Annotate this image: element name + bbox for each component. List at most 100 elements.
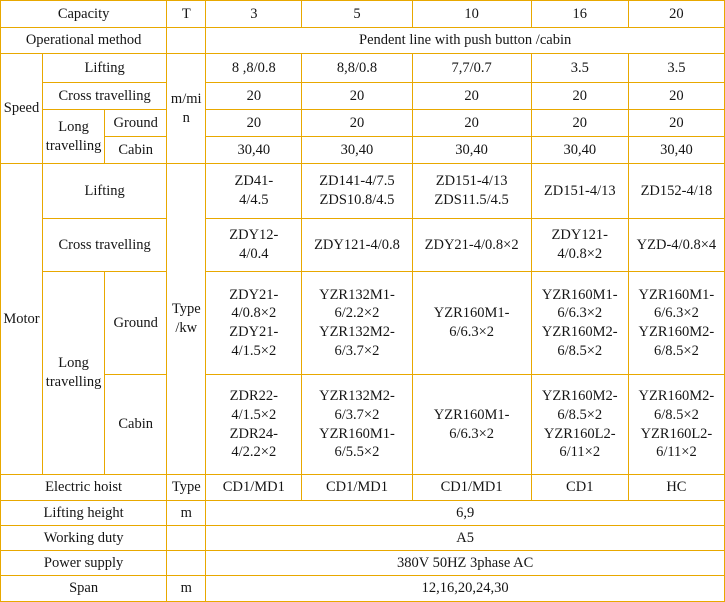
label-motor-lifting: Lifting bbox=[42, 163, 168, 219]
motor-code-line: 4/0.8×2 bbox=[231, 305, 277, 322]
motor-long-cabin-1: YZR132M2- 6/3.7×2 YZR160M1- 6/5.5×2 bbox=[301, 374, 413, 475]
label-capacity: Capacity bbox=[0, 0, 168, 28]
electric-hoist-0: CD1/MD1 bbox=[205, 474, 303, 501]
motor-long-cabin-0: ZDR22- 4/1.5×2 ZDR24- 4/2.2×2 bbox=[205, 374, 303, 475]
speed-lifting-0: 8 ,8/0.8 bbox=[205, 53, 303, 83]
motor-code-line: 6/8.5×2 bbox=[653, 342, 699, 359]
motor-code-line: 6/6.3×2 bbox=[653, 305, 699, 322]
working-duty-value: A5 bbox=[205, 525, 725, 551]
motor-lifting-0: ZD41- 4/4.5 bbox=[205, 163, 303, 219]
motor-long-cabin-4: YZR160M2- 6/8.5×2 YZR160L2- 6/11×2 bbox=[627, 374, 725, 475]
label-speed-cross-travelling: Cross travelling bbox=[42, 82, 168, 110]
speed-lifting-2: 7,7/0.7 bbox=[411, 53, 532, 83]
motor-lifting-3: ZD151-4/13 bbox=[530, 163, 629, 219]
motor-cross-2: ZDY21-4/0.8×2 bbox=[411, 218, 532, 272]
row-capacity: Capacity T 3 5 10 16 20 bbox=[0, 0, 725, 28]
speed-long-ground-4: 20 bbox=[627, 109, 725, 137]
unit-capacity: T bbox=[166, 0, 207, 28]
row-speed-lifting: Speed Lifting m/min 8 ,8/0.8 8,8/0.8 7,7… bbox=[0, 53, 725, 164]
speed-cross-1: 20 bbox=[301, 82, 413, 110]
motor-code-line: YZR132M2- bbox=[319, 324, 395, 340]
row-working-duty: Working duty A5 bbox=[0, 525, 725, 551]
motor-code-line: 6/8.5×2 bbox=[557, 406, 603, 423]
motor-code-line: 6/8.5×2 bbox=[653, 406, 699, 423]
speed-long-cabin-4: 30,40 bbox=[627, 136, 725, 164]
motor-code-line: 4/0.4 bbox=[239, 246, 269, 262]
unit-motor: Type /kw bbox=[166, 163, 207, 475]
motor-code-line: 4/1.5×2 bbox=[231, 406, 277, 423]
label-working-duty: Working duty bbox=[0, 525, 168, 551]
motor-cross-0: ZDY12- 4/0.4 bbox=[205, 218, 303, 272]
label-motor-cross-travelling: Cross travelling bbox=[42, 218, 168, 272]
motor-code-line: 6/8.5×2 bbox=[557, 342, 603, 359]
power-supply-value: 380V 50HZ 3phase AC bbox=[205, 550, 725, 576]
unit-operational-method bbox=[166, 27, 207, 54]
row-electric-hoist: Electric hoist Type CD1/MD1 CD1/MD1 CD1/… bbox=[0, 474, 725, 501]
motor-code-line: YZR160L2- bbox=[543, 425, 616, 442]
motor-code-line: ZDS10.8/4.5 bbox=[319, 192, 395, 208]
row-power-supply: Power supply 380V 50HZ 3phase AC bbox=[0, 550, 725, 576]
label-motor: Motor bbox=[0, 163, 44, 475]
motor-long-cabin-3: YZR160M2- 6/8.5×2 YZR160L2- 6/11×2 bbox=[530, 374, 629, 475]
motor-code-line: YZD-4/0.8×4 bbox=[636, 236, 717, 253]
label-motor-cabin: Cabin bbox=[104, 374, 168, 475]
label-speed: Speed bbox=[0, 53, 44, 164]
motor-code-line: ZDY21- bbox=[229, 324, 279, 340]
unit-lifting-height: m bbox=[166, 500, 207, 526]
motor-long-ground-2: YZR160M1- 6/6.3×2 bbox=[411, 271, 532, 375]
motor-code-line: ZD41- bbox=[234, 173, 274, 190]
label-lifting-height: Lifting height bbox=[0, 500, 168, 526]
motor-code-line: 6/6.3×2 bbox=[449, 425, 495, 442]
motor-code-line: ZDR24- bbox=[229, 425, 278, 442]
label-power-supply: Power supply bbox=[0, 550, 168, 576]
span-value: 12,16,20,24,30 bbox=[205, 575, 725, 602]
capacity-value-1: 5 bbox=[301, 0, 413, 28]
label-motor-ground: Ground bbox=[104, 271, 168, 375]
row-motor-long-ground: Long travelling Ground ZDY21- 4/0.8×2 ZD… bbox=[1, 271, 725, 475]
speed-long-cabin-1: 30,40 bbox=[301, 136, 413, 164]
motor-code-line: 6/3.7×2 bbox=[334, 342, 380, 359]
row-speed-long-ground: Long travelling Ground 20 20 20 20 20 bbox=[1, 109, 725, 164]
speed-long-cabin-2: 30,40 bbox=[411, 136, 532, 164]
unit-working-duty bbox=[166, 525, 207, 551]
speed-long-ground-3: 20 bbox=[530, 109, 629, 137]
motor-code-line: YZR160M2- bbox=[541, 324, 618, 340]
capacity-value-4: 20 bbox=[627, 0, 725, 28]
motor-long-ground-1: YZR132M1- 6/2.2×2 YZR132M2- 6/3.7×2 bbox=[301, 271, 413, 375]
speed-cross-4: 20 bbox=[627, 82, 725, 110]
speed-long-ground-2: 20 bbox=[411, 109, 532, 137]
capacity-value-3: 16 bbox=[530, 0, 629, 28]
motor-cross-1: ZDY121-4/0.8 bbox=[301, 218, 413, 272]
speed-long-cabin-3: 30,40 bbox=[530, 136, 629, 164]
motor-code-line: YZR160M2- bbox=[638, 324, 715, 340]
motor-code-line: ZD141-4/7.5 bbox=[319, 173, 395, 190]
motor-code-line: 6/11×2 bbox=[656, 444, 697, 461]
electric-hoist-2: CD1/MD1 bbox=[411, 474, 532, 501]
motor-code-line: ZDY21- bbox=[229, 286, 279, 303]
label-speed-cabin: Cabin bbox=[104, 136, 168, 164]
row-motor-cross-travelling: Cross travelling ZDY12- 4/0.4 ZDY121-4/0… bbox=[1, 218, 725, 272]
speed-lifting-1: 8,8/0.8 bbox=[301, 53, 413, 83]
motor-code-line: YZR160M1- bbox=[541, 286, 618, 303]
motor-long-ground-4: YZR160M1- 6/6.3×2 YZR160M2- 6/8.5×2 bbox=[627, 271, 725, 375]
label-electric-hoist: Electric hoist bbox=[0, 474, 168, 501]
unit-electric-hoist: Type bbox=[166, 474, 207, 501]
row-motor-lifting: Motor Lifting Type /kw ZD41- 4/4.5 ZD141… bbox=[0, 163, 725, 475]
capacity-value-2: 10 bbox=[411, 0, 532, 28]
electric-hoist-3: CD1 bbox=[530, 474, 629, 501]
label-speed-lifting: Lifting bbox=[42, 53, 168, 83]
speed-long-cabin-0: 30,40 bbox=[205, 136, 303, 164]
motor-code-line: ZD151-4/13 bbox=[543, 182, 616, 199]
motor-code-line: 6/2.2×2 bbox=[334, 305, 380, 322]
electric-hoist-4: HC bbox=[627, 474, 725, 501]
motor-long-ground-3: YZR160M1- 6/6.3×2 YZR160M2- 6/8.5×2 bbox=[530, 271, 629, 375]
motor-code-line: YZR132M1- bbox=[319, 286, 395, 303]
motor-code-line: 4/4.5 bbox=[239, 192, 269, 208]
row-lifting-height: Lifting height m 6,9 bbox=[0, 500, 725, 526]
motor-code-line: YZR160M1- bbox=[433, 406, 510, 423]
motor-code-line: YZR160M1- bbox=[638, 286, 715, 303]
motor-code-line: ZDY121- bbox=[551, 227, 608, 244]
motor-code-line: ZDY21-4/0.8×2 bbox=[424, 236, 519, 253]
lifting-height-value: 6,9 bbox=[205, 500, 725, 526]
motor-long-ground-0: ZDY21- 4/0.8×2 ZDY21- 4/1.5×2 bbox=[205, 271, 303, 375]
